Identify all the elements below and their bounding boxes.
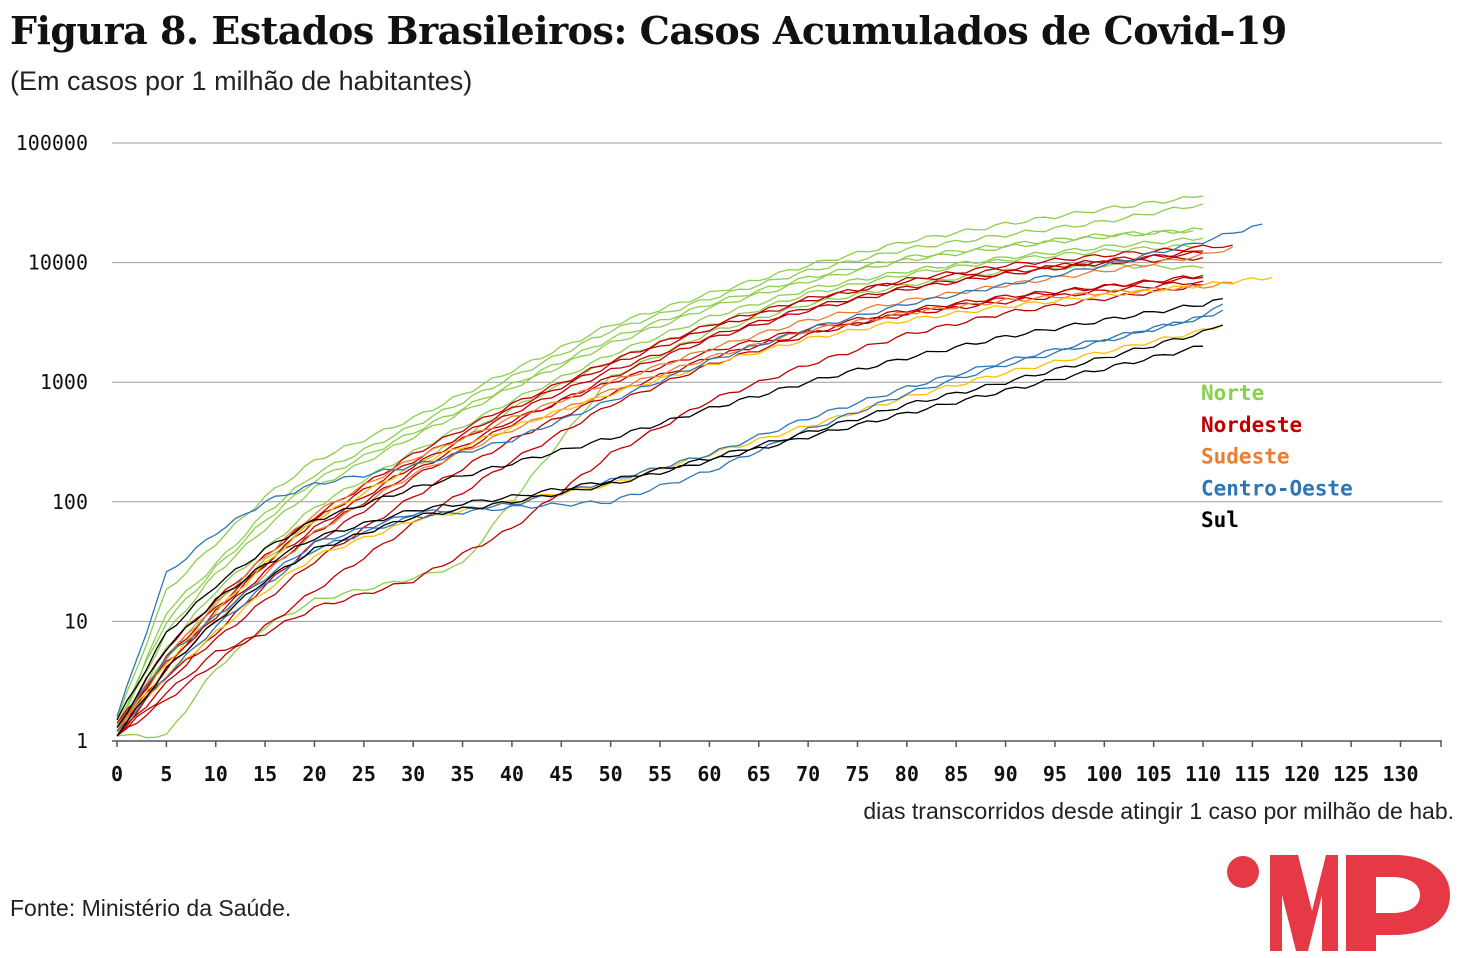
x-tick-label: 20 xyxy=(302,762,326,786)
series-line-sul xyxy=(116,324,1223,728)
series-line-nordeste xyxy=(116,251,1204,732)
series-line-nordeste xyxy=(116,280,1204,737)
x-tick-label: 100 xyxy=(1086,762,1122,786)
series-line-norte xyxy=(116,203,1204,732)
logo xyxy=(1227,855,1450,951)
series-line-centro-oeste xyxy=(116,223,1263,717)
series-line-norte xyxy=(116,227,1204,728)
series-line-centro-oeste xyxy=(116,303,1224,732)
x-tick-label: 30 xyxy=(401,762,425,786)
series-line-norte xyxy=(116,229,1194,724)
chart-title: Figura 8. Estados Brasileiros: Casos Acu… xyxy=(10,8,1287,53)
x-axis-label: dias transcorridos desde atingir 1 caso … xyxy=(863,798,1454,824)
x-tick-label: 40 xyxy=(500,762,524,786)
y-tick-label: 100000 xyxy=(16,131,88,155)
source-note: Fonte: Ministério da Saúde. xyxy=(10,895,292,921)
series-line-centro-oeste xyxy=(116,309,1224,728)
y-tick-label: 100 xyxy=(52,490,88,514)
series-line-sudeste xyxy=(116,281,1233,732)
x-tick-label: 70 xyxy=(796,762,820,786)
x-tick-label: 25 xyxy=(352,762,376,786)
x-tick-label: 120 xyxy=(1284,762,1320,786)
x-tick-label: 15 xyxy=(253,762,277,786)
legend-item-centro-oeste: Centro-Oeste xyxy=(1201,476,1353,500)
y-gridlines xyxy=(112,142,1442,622)
x-tick-label: 90 xyxy=(994,762,1018,786)
legend-item-nordeste: Nordeste xyxy=(1201,413,1302,437)
series-lines xyxy=(116,195,1273,739)
x-tick-label: 95 xyxy=(1043,762,1067,786)
series-line-nordeste xyxy=(116,274,1204,737)
x-tick-label: 75 xyxy=(845,762,869,786)
series-line-sul xyxy=(116,345,1204,737)
x-tick-label: 45 xyxy=(549,762,573,786)
legend-item-norte: Norte xyxy=(1201,381,1264,405)
series-line-norte xyxy=(116,244,1204,732)
x-axis-tick-labels: 0 5 10 15 20 25 30 35 40 45 50 55 60 65 70 75 80 85 90 95 10… xyxy=(111,762,1419,786)
series-line-norte xyxy=(116,263,1204,739)
x-tick-label: 65 xyxy=(747,762,771,786)
x-tick-label: 0 xyxy=(111,762,123,786)
x-tick-label: 55 xyxy=(648,762,672,786)
x-tick-label: 105 xyxy=(1136,762,1172,786)
x-tick-label: 60 xyxy=(697,762,721,786)
y-axis-tick-labels: 1 10 100 1000 10000 100000 xyxy=(16,131,88,753)
series-line-sudeste xyxy=(116,246,1233,728)
x-axis xyxy=(112,740,1442,747)
x-tick-label: 115 xyxy=(1234,762,1270,786)
logo-letter-p xyxy=(1346,855,1450,951)
x-tick-label: 10 xyxy=(204,762,228,786)
series-line-sul xyxy=(116,297,1223,721)
legend: Norte Nordeste Sudeste Centro-Oeste Sul xyxy=(1201,381,1353,532)
logo-letter-m xyxy=(1270,855,1338,951)
series-line-sudeste xyxy=(116,324,1224,732)
series-line-nordeste xyxy=(116,283,1204,737)
legend-item-sul: Sul xyxy=(1201,508,1239,532)
legend-item-sudeste: Sudeste xyxy=(1201,445,1290,469)
series-line-nordeste xyxy=(116,276,1204,724)
x-tick-label: 125 xyxy=(1333,762,1369,786)
y-tick-label: 1000 xyxy=(40,370,88,394)
chart-subtitle: (Em casos por 1 milhão de habitantes) xyxy=(10,66,473,96)
y-tick-label: 10 xyxy=(64,609,88,633)
series-line-nordeste xyxy=(116,250,1204,737)
x-tick-label: 50 xyxy=(599,762,623,786)
x-tick-label: 80 xyxy=(895,762,919,786)
x-tick-label: 5 xyxy=(160,762,172,786)
series-line-nordeste xyxy=(116,256,1204,728)
series-line-norte xyxy=(116,237,1204,737)
y-tick-label: 10000 xyxy=(28,251,88,275)
series-line-norte xyxy=(116,195,1204,721)
x-tick-label: 110 xyxy=(1185,762,1221,786)
series-line-nordeste xyxy=(116,244,1233,732)
x-tick-label: 35 xyxy=(451,762,475,786)
logo-dot xyxy=(1227,856,1259,888)
x-tick-label: 130 xyxy=(1382,762,1418,786)
y-tick-label: 1 xyxy=(76,729,88,753)
x-tick-label: 85 xyxy=(944,762,968,786)
